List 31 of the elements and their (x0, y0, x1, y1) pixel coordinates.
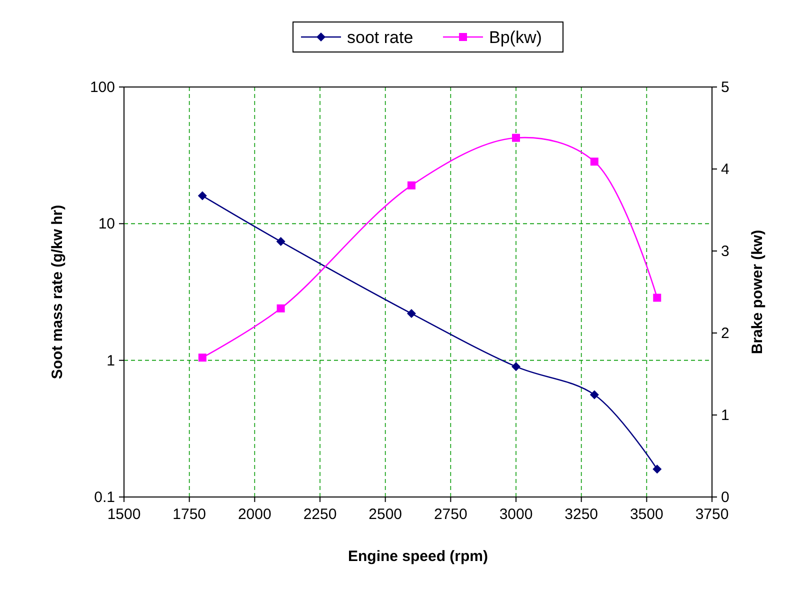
x-tick-label: 3500 (630, 506, 664, 523)
y-tick-label: 0.1 (94, 489, 115, 506)
x-tick-label: 3000 (499, 506, 533, 523)
point (652, 464, 662, 474)
x-tick-label: 3250 (564, 506, 598, 523)
legend-label: soot rate (347, 28, 414, 47)
y2-tick-label: 2 (721, 325, 730, 342)
y2-tick-label: 0 (721, 489, 730, 506)
x-tick-label: 2500 (368, 506, 402, 523)
y-axis-title: Soot mass rate (g/kw hr) (49, 204, 66, 380)
point (198, 191, 207, 200)
point (512, 362, 520, 372)
y-tick-label: 1 (106, 352, 115, 370)
legend-label: Bp(kw) (489, 28, 542, 47)
x-tick-label: 2250 (303, 506, 337, 523)
x-tick-label: 2750 (434, 506, 468, 523)
x-tick-label: 2000 (238, 506, 272, 523)
x-tick-label: 3750 (695, 506, 729, 523)
point (590, 390, 599, 400)
y-tick-label: 10 (98, 216, 115, 233)
y2-tick-label: 5 (721, 79, 730, 96)
y2-tick-label: 3 (721, 243, 730, 260)
x-tick-label: 1500 (107, 506, 141, 523)
y2-tick-label: 4 (721, 161, 730, 178)
point (276, 237, 286, 246)
x-tick-label: 1750 (172, 506, 206, 523)
y-tick-label: 100 (90, 79, 115, 96)
point (406, 309, 416, 318)
x-axis-title: Engine speed (rpm) (348, 548, 488, 565)
y2-tick-label: 1 (721, 407, 730, 424)
y2-axis-title: Brake power (kw) (749, 230, 766, 354)
